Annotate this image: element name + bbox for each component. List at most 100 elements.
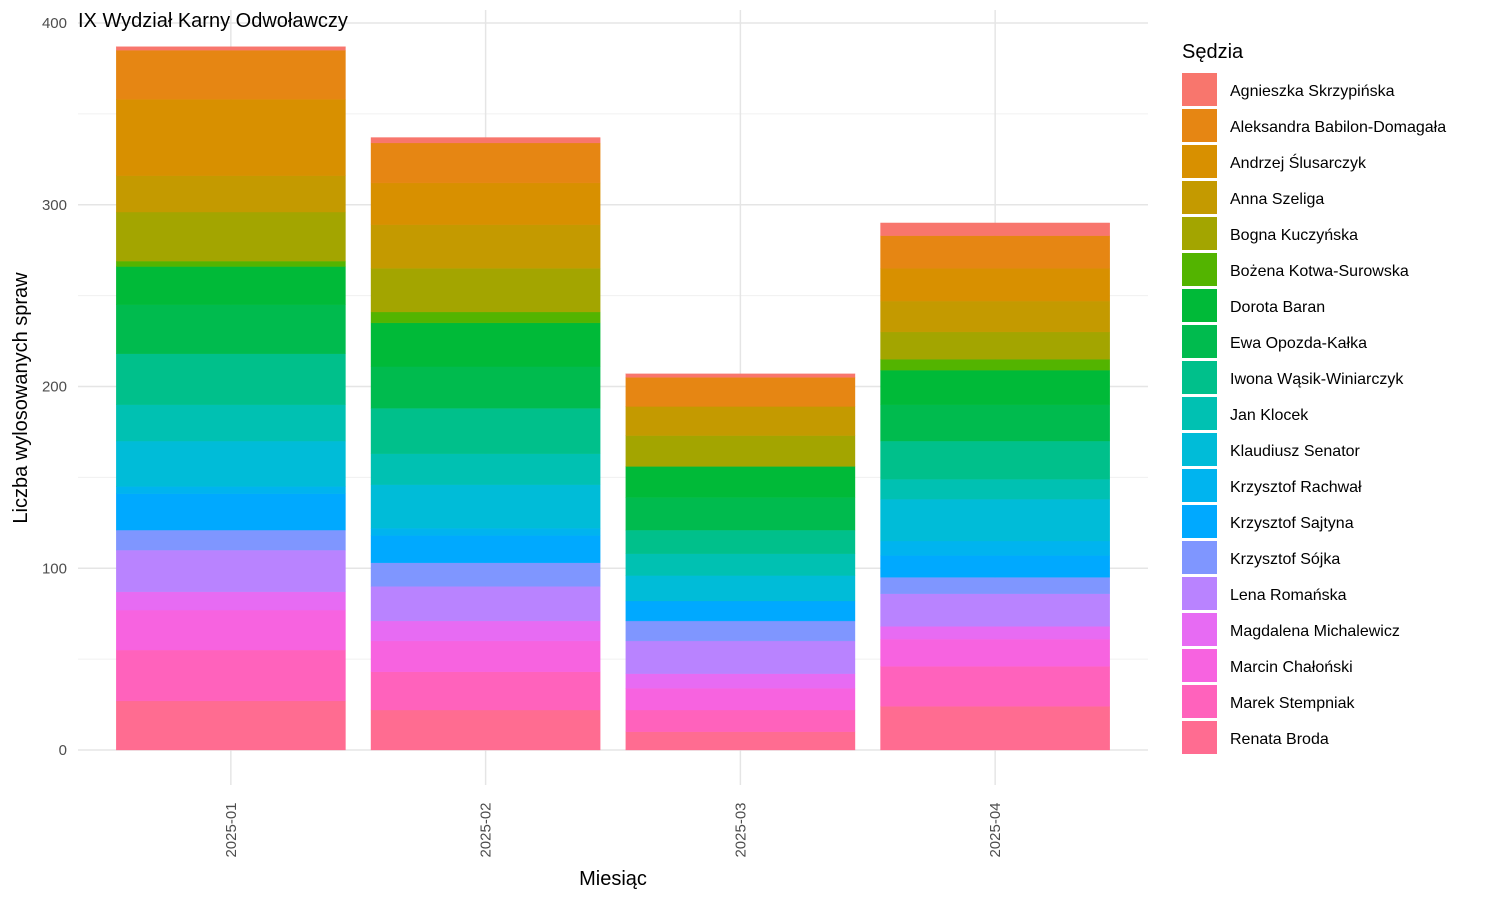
legend-item: Krzysztof Sajtyna (1182, 505, 1354, 538)
bar-segment (370, 142, 601, 184)
legend-swatch (1182, 433, 1217, 466)
legend-swatch (1182, 685, 1217, 718)
x-tick-label: 2025-01 (223, 802, 240, 857)
bar-segment (370, 311, 601, 324)
bar-segment (880, 359, 1110, 371)
bar-segment (116, 486, 346, 494)
legend-swatch (1182, 361, 1217, 394)
legend-label: Marcin Chałoński (1230, 659, 1353, 676)
legend-label: Marek Stempniak (1230, 695, 1355, 712)
legend-swatch (1182, 397, 1217, 430)
bar-segment (880, 300, 1110, 333)
bar-stack-2025-04 (880, 222, 1110, 751)
bar-segment (880, 268, 1110, 302)
legend-item: Jan Klocek (1182, 397, 1309, 430)
bars (116, 46, 1110, 751)
bar-segment (625, 709, 856, 732)
legend-item: Dorota Baran (1182, 289, 1325, 322)
chart-title: IX Wydział Karny Odwoławczy (78, 10, 348, 32)
bar-segment (370, 528, 601, 536)
bar-segment (116, 529, 346, 551)
bar-segment (880, 555, 1110, 578)
bar-segment (880, 499, 1110, 542)
bar-segment (370, 709, 601, 751)
legend-swatch (1182, 613, 1217, 646)
x-tick-label: 2025-04 (987, 802, 1004, 857)
legend-item: Andrzej Ślusarczyk (1182, 145, 1367, 178)
bar-segment (116, 211, 346, 262)
legend-swatch (1182, 109, 1217, 142)
legend-swatch (1182, 145, 1217, 178)
bar-segment (880, 331, 1110, 360)
legend-item: Bożena Kotwa-Surowska (1182, 253, 1409, 286)
bar-segment (625, 529, 856, 554)
bar-segment (625, 373, 856, 378)
legend: Sędzia Agnieszka Skrzypińska Aleksandra B… (1182, 41, 1446, 754)
bar-segment (625, 553, 856, 576)
y-tick-label: 0 (59, 742, 67, 759)
legend-item: Krzysztof Sójka (1182, 541, 1340, 574)
legend-item: Anna Szeliga (1182, 181, 1324, 214)
legend-swatch (1182, 73, 1217, 106)
legend-label: Lena Romańska (1230, 587, 1347, 604)
bar-segment (370, 535, 601, 563)
x-tick-label: 2025-03 (732, 802, 749, 857)
bar-segment (880, 235, 1110, 269)
legend-label: Krzysztof Rachwał (1230, 479, 1362, 496)
bar-segment (880, 479, 1110, 500)
legend-label: Agnieszka Skrzypińska (1230, 83, 1395, 100)
bar-segment (116, 404, 346, 442)
y-tick-label: 100 (42, 560, 67, 577)
legend-swatch (1182, 721, 1217, 754)
bar-segment (116, 440, 346, 487)
bar-segment (625, 620, 856, 642)
legend-swatch (1182, 325, 1217, 358)
bar-segment (116, 260, 346, 267)
bar-segment (116, 266, 346, 305)
bar-segment (880, 369, 1110, 405)
bar-segment (880, 706, 1110, 751)
bar-segment (116, 609, 346, 651)
legend-label: Aleksandra Babilon-Domagała (1230, 119, 1446, 136)
bar-segment (625, 575, 856, 602)
legend-label: Magdalena Michalewicz (1230, 623, 1400, 640)
bar-segment (625, 466, 856, 498)
bar-segment (370, 224, 601, 269)
bar-segment (116, 99, 346, 176)
y-tick-label: 300 (42, 197, 67, 214)
legend-swatch (1182, 253, 1217, 286)
bar-segment (880, 222, 1110, 236)
legend-item: Bogna Kuczyńska (1182, 217, 1358, 250)
bar-segment (370, 640, 601, 672)
legend-label: Bogna Kuczyńska (1230, 227, 1358, 244)
bar-segment (116, 649, 346, 702)
legend-item: Magdalena Michalewicz (1182, 613, 1400, 646)
bar-stack-2025-03 (625, 373, 856, 751)
legend-title: Sędzia (1182, 41, 1244, 63)
bar-segment (370, 671, 601, 711)
legend-swatch (1182, 289, 1217, 322)
bar-segment (880, 626, 1110, 640)
legend-label: Iwona Wąsik-Winiarczyk (1230, 371, 1404, 388)
bar-segment (880, 666, 1110, 707)
legend-swatch (1182, 469, 1217, 502)
bar-segment (625, 600, 856, 622)
bar-segment (625, 406, 856, 436)
legend-item: Marcin Chałoński (1182, 649, 1353, 682)
bar-segment (116, 175, 346, 213)
bar-segment (625, 377, 856, 407)
legend-label: Dorota Baran (1230, 299, 1325, 316)
bar-segment (880, 638, 1110, 667)
bar-segment (880, 593, 1110, 627)
legend-swatch (1182, 649, 1217, 682)
bar-segment (370, 137, 601, 144)
bar-segment (370, 484, 601, 529)
bar-segment (370, 322, 601, 367)
bar-segment (370, 562, 601, 587)
bar-segment (625, 688, 856, 711)
bar-segment (116, 46, 346, 51)
legend-label: Jan Klocek (1230, 407, 1309, 424)
legend-swatch (1182, 181, 1217, 214)
